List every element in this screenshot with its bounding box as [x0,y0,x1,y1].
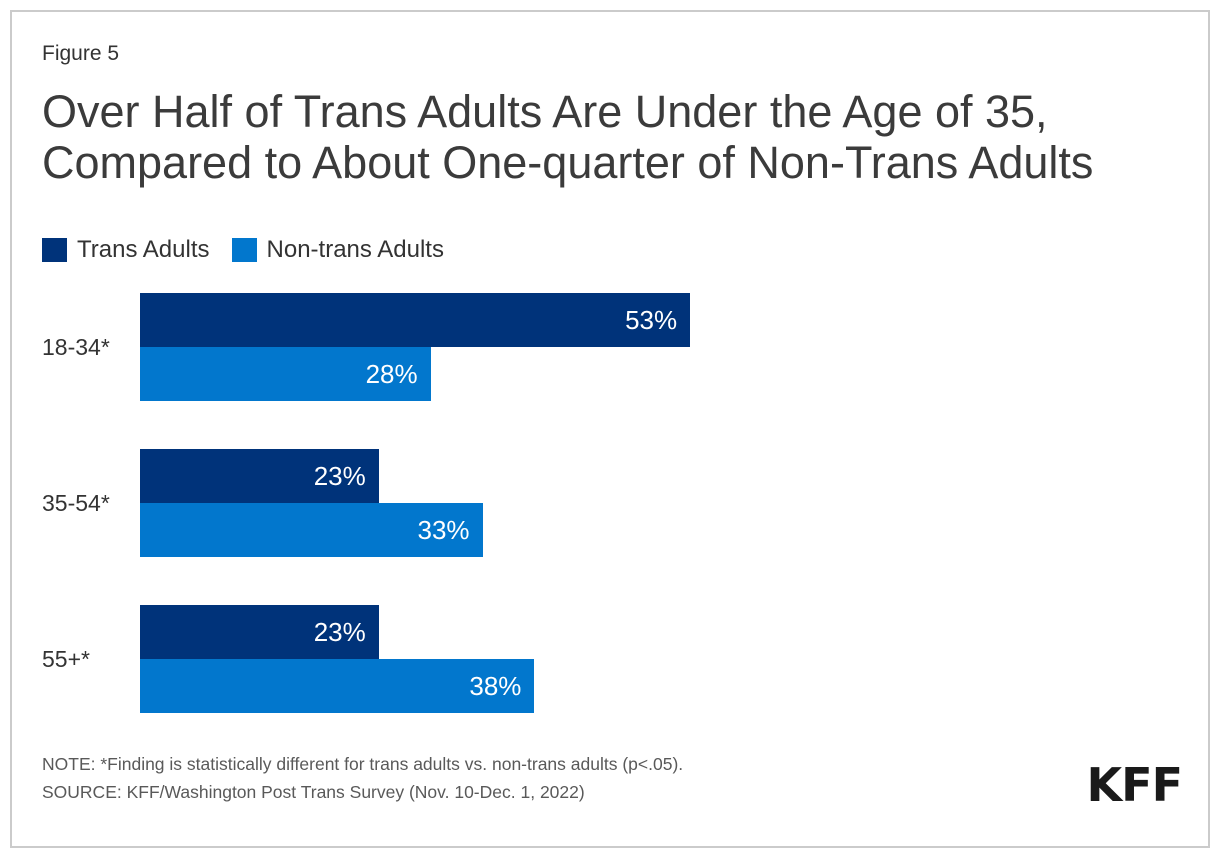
chart-title-line2: Compared to About One-quarter of Non-Tra… [42,137,1094,188]
chart-title: Over Half of Trans Adults Are Under the … [42,86,1184,188]
bar-non-trans-adults: 33% [140,503,483,557]
category-label: 55+* [42,645,90,672]
legend-swatch-non-trans-adults [231,238,257,262]
chart-row-35-54: 35-54* 23% 33% [42,449,1178,557]
chart-title-line1: Over Half of Trans Adults Are Under the … [42,86,1048,137]
bar-value-label: 28% [365,358,418,389]
bar-non-trans-adults: 38% [140,659,535,713]
bar-group: 23% 33% [140,449,1178,557]
figure-number: Figure 5 [42,42,120,65]
kff-logo: KFF [1086,758,1183,812]
chart-row-18-34: 18-34* 53% 28% [42,293,1178,401]
legend-item-non-trans-adults: Non-trans Adults [231,236,444,264]
legend-item-trans-adults: Trans Adults [42,236,210,264]
category-label: 18-34* [42,333,110,360]
chart-row-55: 55+* 23% 38% [42,605,1178,713]
bar-value-label: 38% [469,670,522,701]
legend-label-non-trans-adults: Non-trans Adults [266,236,444,263]
bar-non-trans-adults: 28% [140,347,431,401]
bar-chart: 18-34* 53% 28% 35-54* 23% 33% 55+* 23% 38% [42,293,1178,761]
category-label: 35-54* [42,489,110,516]
bar-trans-adults: 53% [140,293,691,347]
figure-container: Figure 5 Over Half of Trans Adults Are U… [10,10,1210,848]
footnotes: NOTE: *Finding is statistically differen… [42,750,683,806]
legend-label-trans-adults: Trans Adults [77,236,210,263]
bar-group: 23% 38% [140,605,1178,713]
bar-group: 53% 28% [140,293,1178,401]
bar-value-label: 33% [417,514,470,545]
bar-trans-adults: 23% [140,605,379,659]
legend: Trans Adults Non-trans Adults [42,236,444,264]
note-text: NOTE: *Finding is statistically differen… [42,754,684,774]
bar-value-label: 23% [313,460,366,491]
bar-value-label: 23% [313,616,366,647]
bar-trans-adults: 23% [140,449,379,503]
legend-swatch-trans-adults [42,238,67,262]
bar-value-label: 53% [625,304,678,335]
source-text: SOURCE: KFF/Washington Post Trans Survey… [42,782,585,802]
